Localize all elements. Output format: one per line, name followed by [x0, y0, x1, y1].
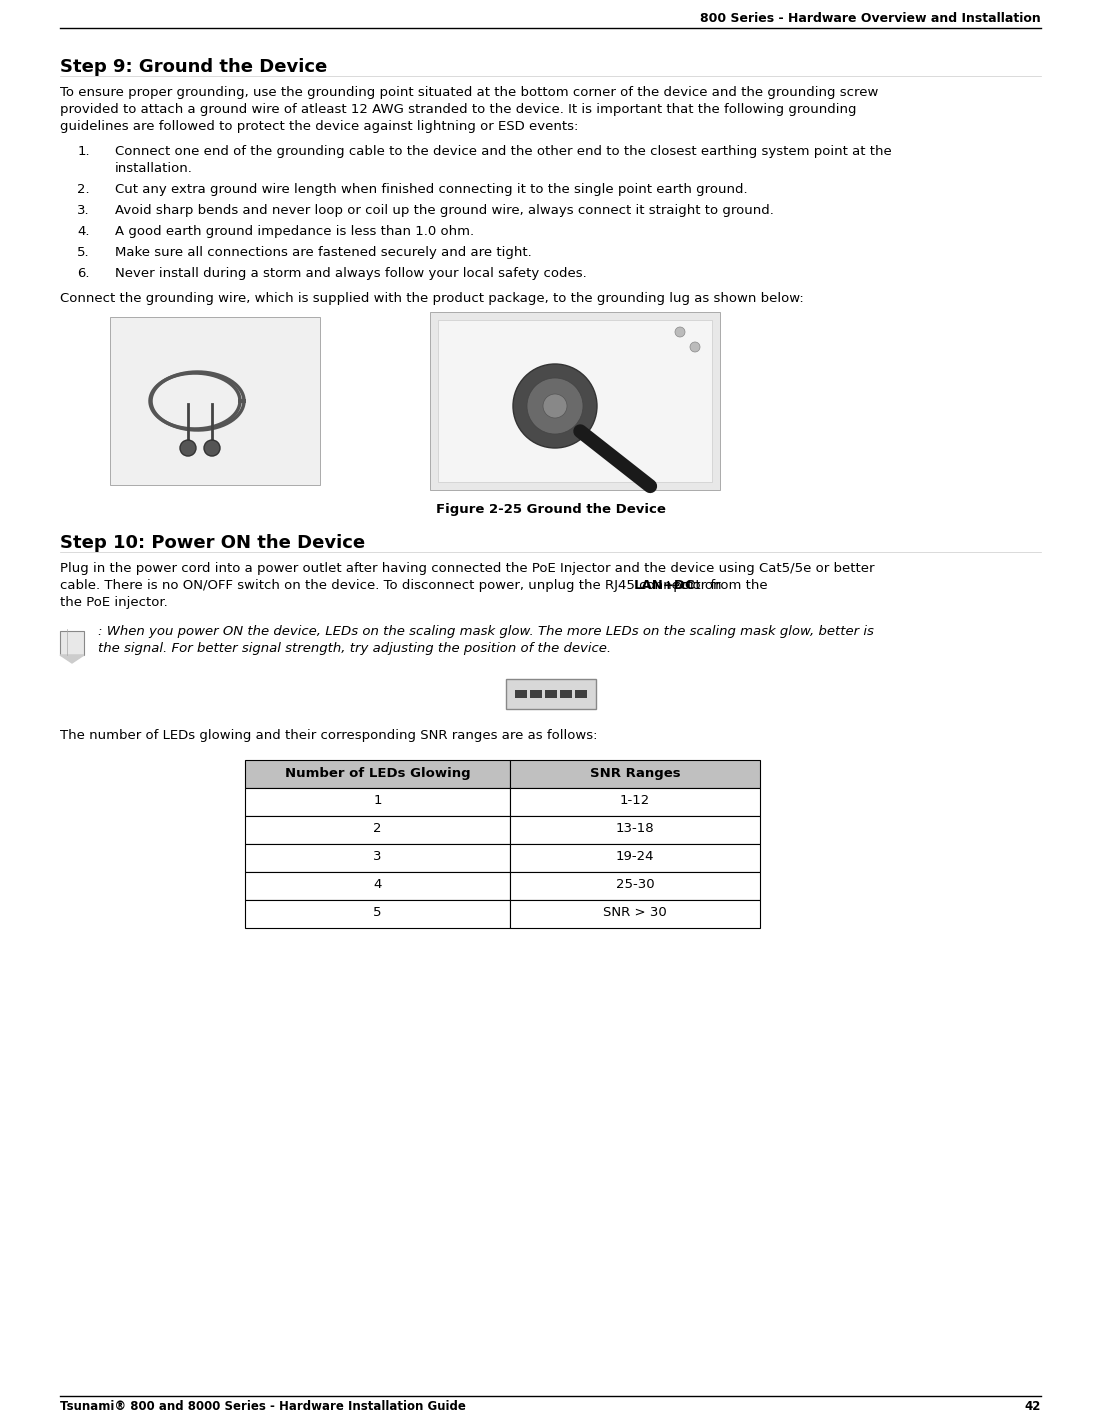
- Text: 25-30: 25-30: [615, 878, 654, 891]
- Text: the signal. For better signal strength, try adjusting the position of the device: the signal. For better signal strength, …: [98, 642, 611, 655]
- Text: Never install during a storm and always follow your local safety codes.: Never install during a storm and always …: [115, 267, 587, 279]
- Text: Connect the grounding wire, which is supplied with the product package, to the g: Connect the grounding wire, which is sup…: [59, 292, 804, 305]
- Bar: [510, 816, 760, 844]
- Circle shape: [204, 441, 220, 456]
- Text: 1-12: 1-12: [620, 794, 650, 807]
- Circle shape: [513, 364, 597, 448]
- Text: Tsunami® 800 and 8000 Series - Hardware Installation Guide: Tsunami® 800 and 8000 Series - Hardware …: [59, 1399, 466, 1413]
- Polygon shape: [59, 655, 84, 663]
- Text: 19-24: 19-24: [615, 850, 654, 864]
- Text: provided to attach a ground wire of atleast 12 AWG stranded to the device. It is: provided to attach a ground wire of atle…: [59, 103, 857, 116]
- Text: LAN+DC: LAN+DC: [634, 579, 696, 592]
- Text: 5.: 5.: [77, 247, 90, 260]
- Bar: [246, 789, 510, 816]
- Bar: [510, 789, 760, 816]
- Bar: [59, 630, 84, 655]
- Circle shape: [543, 394, 567, 418]
- Bar: [510, 873, 760, 900]
- Text: Figure 2-25 Ground the Device: Figure 2-25 Ground the Device: [436, 503, 665, 516]
- Text: 3: 3: [373, 850, 382, 864]
- Bar: [575, 690, 587, 697]
- Bar: [514, 690, 526, 697]
- Text: 2: 2: [373, 823, 382, 836]
- Text: 4.: 4.: [77, 225, 90, 238]
- Bar: [510, 900, 760, 928]
- Text: 13-18: 13-18: [615, 823, 654, 836]
- Text: The number of LEDs glowing and their corresponding SNR ranges are as follows:: The number of LEDs glowing and their cor…: [59, 729, 598, 742]
- Text: 1.: 1.: [77, 145, 90, 158]
- Text: 5: 5: [373, 907, 382, 920]
- Text: A good earth ground impedance is less than 1.0 ohm.: A good earth ground impedance is less th…: [115, 225, 475, 238]
- Text: Make sure all connections are fastened securely and are tight.: Make sure all connections are fastened s…: [115, 247, 532, 260]
- Text: installation.: installation.: [115, 163, 193, 175]
- Text: 42: 42: [1025, 1399, 1042, 1413]
- Text: Number of LEDs Glowing: Number of LEDs Glowing: [285, 767, 470, 780]
- Text: Cut any extra ground wire length when finished connecting it to the single point: Cut any extra ground wire length when fi…: [115, 183, 748, 195]
- Text: 3.: 3.: [77, 204, 90, 217]
- Bar: [430, 312, 720, 491]
- Bar: [246, 760, 510, 789]
- Circle shape: [690, 342, 700, 352]
- Text: Step 9: Ground the Device: Step 9: Ground the Device: [59, 58, 327, 76]
- Bar: [545, 690, 556, 697]
- Bar: [438, 319, 712, 482]
- Text: port on: port on: [668, 579, 721, 592]
- Text: SNR > 30: SNR > 30: [603, 907, 667, 920]
- Bar: [246, 873, 510, 900]
- Text: SNR Ranges: SNR Ranges: [590, 767, 680, 780]
- Bar: [530, 690, 542, 697]
- Text: Plug in the power cord into a power outlet after having connected the PoE Inject: Plug in the power cord into a power outl…: [59, 562, 874, 575]
- Text: 4: 4: [373, 878, 382, 891]
- Text: : When you power ON the device, LEDs on the scaling mask glow. The more LEDs on : : When you power ON the device, LEDs on …: [98, 625, 874, 637]
- Bar: [559, 690, 571, 697]
- Text: Step 10: Power ON the Device: Step 10: Power ON the Device: [59, 533, 366, 552]
- Text: Connect one end of the grounding cable to the device and the other end to the cl: Connect one end of the grounding cable t…: [115, 145, 892, 158]
- Text: the PoE injector.: the PoE injector.: [59, 596, 167, 609]
- Circle shape: [179, 441, 196, 456]
- Text: Avoid sharp bends and never loop or coil up the ground wire, always connect it s: Avoid sharp bends and never loop or coil…: [115, 204, 774, 217]
- Bar: [246, 844, 510, 873]
- Text: guidelines are followed to protect the device against lightning or ESD events:: guidelines are followed to protect the d…: [59, 120, 578, 133]
- Text: 2.: 2.: [77, 183, 90, 195]
- Text: 800 Series - Hardware Overview and Installation: 800 Series - Hardware Overview and Insta…: [700, 11, 1042, 24]
- Bar: [505, 679, 596, 709]
- Text: 6.: 6.: [77, 267, 90, 279]
- Bar: [246, 816, 510, 844]
- Bar: [110, 317, 320, 485]
- Circle shape: [527, 378, 584, 434]
- Bar: [510, 760, 760, 789]
- Bar: [510, 844, 760, 873]
- Text: cable. There is no ON/OFF switch on the device. To disconnect power, unplug the : cable. There is no ON/OFF switch on the …: [59, 579, 772, 592]
- Text: 1: 1: [373, 794, 382, 807]
- Bar: [246, 900, 510, 928]
- Circle shape: [675, 327, 685, 337]
- Text: To ensure proper grounding, use the grounding point situated at the bottom corne: To ensure proper grounding, use the grou…: [59, 86, 879, 98]
